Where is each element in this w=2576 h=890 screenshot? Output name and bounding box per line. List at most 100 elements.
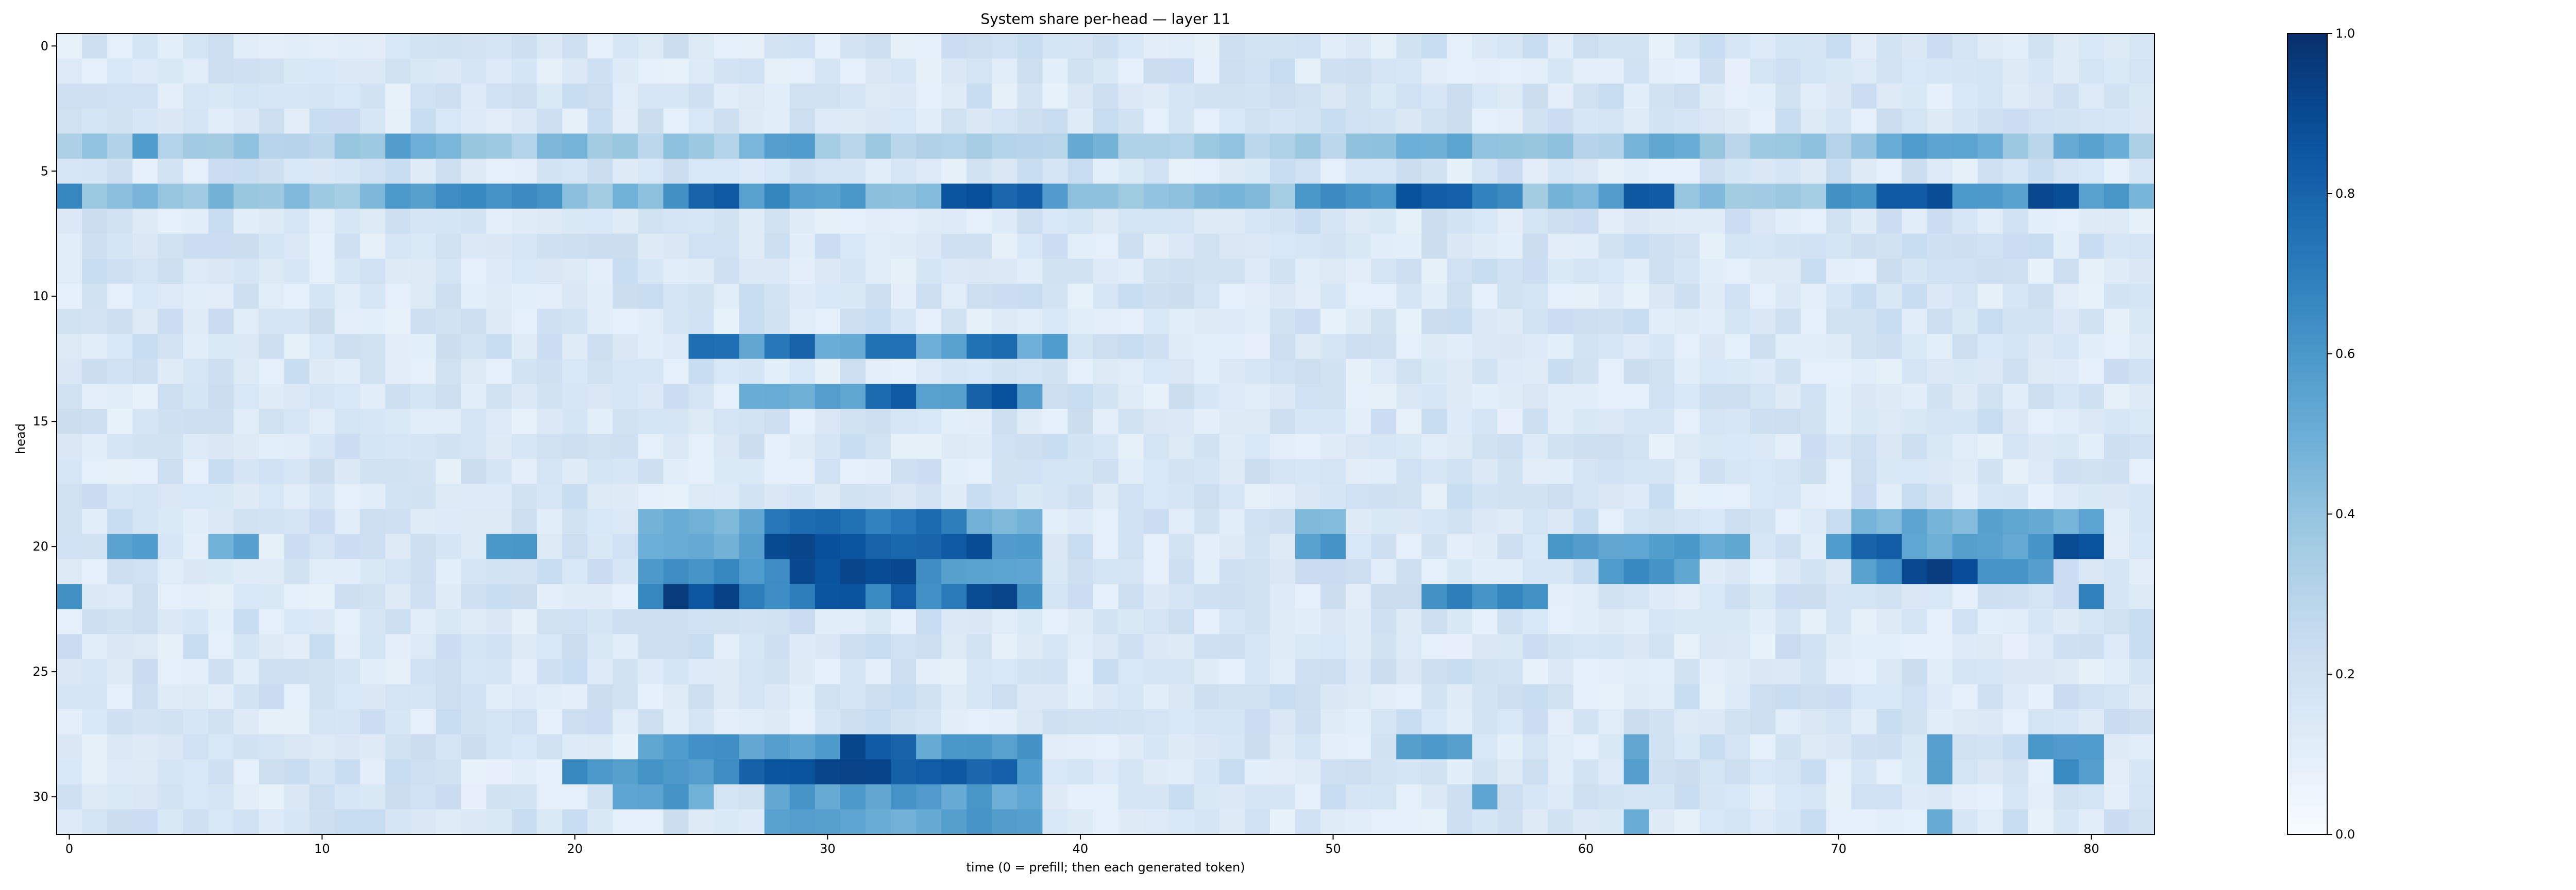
- heatmap-cell: [1775, 334, 1801, 360]
- heatmap-cell: [587, 108, 613, 134]
- heatmap-cell: [259, 784, 285, 810]
- heatmap-cell: [967, 384, 992, 409]
- heatmap-cell: [2053, 209, 2079, 234]
- heatmap-cell: [1472, 684, 1498, 710]
- heatmap-cell: [2129, 358, 2155, 384]
- heatmap-cell: [1699, 659, 1725, 685]
- heatmap-cell: [2129, 609, 2155, 635]
- heatmap-cell: [259, 309, 285, 334]
- heatmap-cell: [2003, 108, 2029, 134]
- heatmap-cell: [1320, 534, 1346, 560]
- heatmap-cell: [587, 183, 613, 209]
- heatmap-cell: [57, 509, 82, 535]
- heatmap-cell: [1724, 209, 1751, 234]
- heatmap-cell: [461, 283, 487, 310]
- heatmap-cell: [587, 734, 613, 760]
- heatmap-cell: [2003, 509, 2029, 535]
- heatmap-cell: [1244, 384, 1270, 409]
- heatmap-cell: [1724, 283, 1751, 310]
- heatmap-cell: [1143, 784, 1170, 810]
- heatmap-cell: [537, 358, 563, 384]
- heatmap-cell: [1143, 659, 1170, 685]
- heatmap-cell: [992, 83, 1018, 109]
- heatmap-cell: [587, 709, 613, 735]
- heatmap-cell: [1168, 484, 1195, 509]
- heatmap-cell: [2053, 33, 2079, 59]
- heatmap-cell: [2078, 559, 2105, 585]
- heatmap-cell: [1017, 209, 1043, 234]
- heatmap-cell: [1724, 734, 1751, 760]
- heatmap-cell: [1699, 334, 1725, 360]
- heatmap-cell: [1952, 384, 1978, 409]
- heatmap-cell: [1396, 784, 1422, 810]
- heatmap-cell: [1548, 609, 1574, 635]
- heatmap-cell: [1396, 408, 1422, 435]
- heatmap-cell: [1623, 33, 1650, 59]
- heatmap-cell: [1093, 283, 1119, 310]
- heatmap-cell: [1118, 584, 1144, 610]
- heatmap-cell: [1598, 108, 1624, 134]
- heatmap-cell: [1851, 408, 1877, 435]
- heatmap-cell: [385, 334, 411, 360]
- heatmap-cell: [1093, 709, 1119, 735]
- heatmap-cell: [1674, 534, 1700, 560]
- heatmap-cell: [1674, 634, 1700, 660]
- heatmap-cell: [1168, 759, 1195, 785]
- heatmap-cell: [916, 684, 942, 710]
- heatmap-cell: [107, 283, 133, 310]
- heatmap-cell: [1497, 684, 1523, 710]
- heatmap-cell: [2078, 358, 2105, 384]
- heatmap-cell: [1320, 459, 1346, 485]
- heatmap-cell: [57, 408, 82, 435]
- heatmap-cell: [360, 309, 386, 334]
- heatmap-cell: [259, 158, 285, 184]
- heatmap-cell: [663, 58, 689, 84]
- heatmap-cell: [1118, 259, 1144, 284]
- heatmap-cell: [1093, 784, 1119, 810]
- heatmap-cell: [1447, 58, 1472, 84]
- heatmap-cell: [562, 784, 588, 810]
- heatmap-cell: [840, 358, 866, 384]
- heatmap-cell: [764, 459, 790, 485]
- heatmap-cell: [2129, 684, 2155, 710]
- heatmap-cell: [1421, 334, 1447, 360]
- heatmap-cell: [1548, 734, 1574, 760]
- x-tick-label: 60: [1578, 842, 1594, 856]
- heatmap-cell: [1977, 784, 2004, 810]
- heatmap-cell: [967, 559, 992, 585]
- heatmap-cell: [1017, 609, 1043, 635]
- heatmap-cell: [739, 759, 765, 785]
- heatmap-cell: [840, 133, 866, 159]
- heatmap-cell: [132, 584, 158, 610]
- heatmap-cell: [714, 309, 740, 334]
- heatmap-cell: [1042, 809, 1069, 835]
- heatmap-cell: [1346, 58, 1371, 84]
- heatmap-cell: [1168, 158, 1195, 184]
- heatmap-cell: [1851, 58, 1877, 84]
- heatmap-cell: [613, 509, 638, 535]
- heatmap-cell: [259, 33, 285, 59]
- heatmap-cell: [1346, 584, 1371, 610]
- heatmap-cell: [2104, 559, 2130, 585]
- heatmap-cell: [1194, 734, 1220, 760]
- heatmap-cell: [537, 759, 563, 785]
- heatmap-cell: [613, 108, 638, 134]
- heatmap-cell: [1194, 158, 1220, 184]
- heatmap-cell: [360, 384, 386, 409]
- heatmap-cell: [840, 108, 866, 134]
- heatmap-cell: [992, 809, 1018, 835]
- heatmap-cell: [1143, 434, 1170, 459]
- heatmap-cell: [233, 133, 260, 159]
- heatmap-cell: [1801, 534, 1826, 560]
- heatmap-cell: [714, 233, 740, 259]
- heatmap-cell: [2078, 58, 2105, 84]
- heatmap-cell: [1927, 158, 1953, 184]
- heatmap-cell: [2028, 408, 2054, 435]
- heatmap-cell: [764, 358, 790, 384]
- heatmap-cell: [1320, 334, 1346, 360]
- heatmap-cell: [385, 634, 411, 660]
- heatmap-cell: [840, 183, 866, 209]
- heatmap-cell: [1346, 634, 1371, 660]
- heatmap-cell: [1093, 809, 1119, 835]
